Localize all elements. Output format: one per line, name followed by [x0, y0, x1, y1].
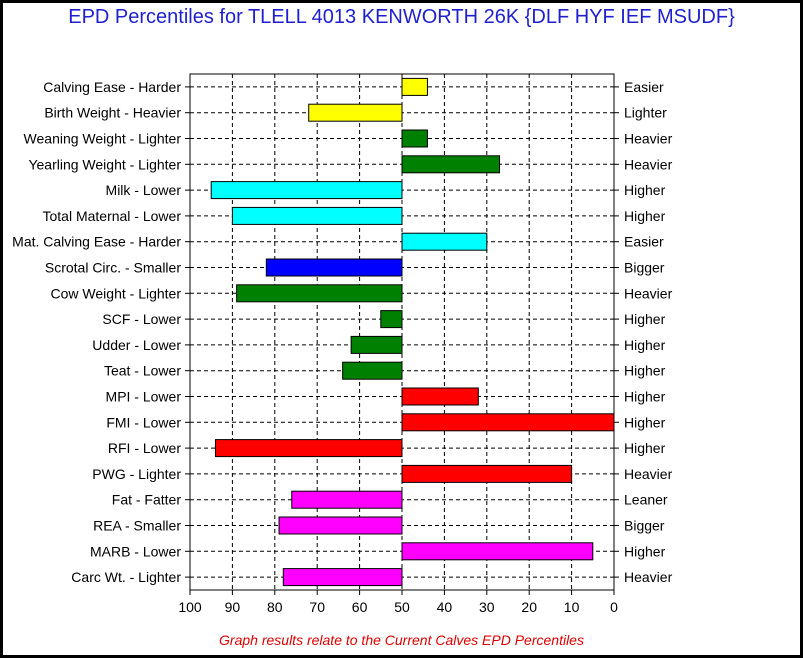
bar: [380, 310, 403, 329]
trait-label-left: MPI - Lower: [106, 389, 182, 405]
trait-label-right: Higher: [624, 414, 666, 430]
trait-label-right: Higher: [624, 208, 666, 224]
trait-label-right: Higher: [624, 363, 666, 379]
trait-label-right: Bigger: [624, 260, 665, 276]
bar: [401, 129, 428, 148]
trait-label-left: Total Maternal - Lower: [42, 208, 181, 224]
chart-title: EPD Percentiles for TLELL 4013 KENWORTH …: [68, 6, 735, 28]
bar: [401, 232, 488, 251]
bar: [401, 542, 594, 561]
bar: [401, 155, 501, 174]
trait-label-right: Higher: [624, 389, 666, 405]
trait-label-right: Heavier: [624, 569, 673, 585]
trait-label-left: Fat - Fatter: [112, 492, 182, 508]
x-tick-label: 90: [225, 599, 241, 615]
x-tick-label: 80: [267, 599, 283, 615]
bar: [350, 335, 403, 354]
bar: [282, 568, 403, 587]
bar: [401, 77, 428, 96]
trait-label-right: Heavier: [624, 285, 673, 301]
trait-label-right: Higher: [624, 440, 666, 456]
trait-label-left: Carc Wt. - Lighter: [71, 569, 181, 585]
trait-label-right: Bigger: [624, 518, 665, 534]
trait-label-right: Higher: [624, 182, 666, 198]
trait-label-left: FMI - Lower: [106, 414, 181, 430]
bar: [214, 439, 403, 458]
bar: [308, 103, 403, 122]
x-tick-label: 70: [309, 599, 325, 615]
bar: [401, 387, 479, 406]
trait-label-right: Easier: [624, 79, 664, 95]
bar: [342, 361, 403, 380]
bar: [401, 464, 573, 483]
bar: [265, 258, 403, 277]
grid-lines: [190, 74, 614, 590]
x-tick-label: 100: [178, 599, 202, 615]
trait-label-left: Udder - Lower: [92, 337, 181, 353]
trait-label-left: Cow Weight - Lighter: [51, 285, 182, 301]
bar: [210, 181, 403, 200]
trait-label-right: Heavier: [624, 466, 673, 482]
bar: [231, 206, 403, 225]
trait-label-right: Lighter: [624, 105, 667, 121]
trait-label-right: Heavier: [624, 156, 673, 172]
trait-label-left: Milk - Lower: [106, 182, 182, 198]
trait-labels: Calving Ease - Harder Easier Birth Weight …: [12, 79, 672, 585]
trait-label-right: Leaner: [624, 492, 668, 508]
trait-label-left: Scrotal Circ. - Smaller: [45, 260, 181, 276]
trait-label-left: Calving Ease - Harder: [43, 79, 181, 95]
bar: [278, 516, 403, 535]
trait-label-left: RFI - Lower: [108, 440, 181, 456]
trait-label-left: MARB - Lower: [90, 543, 181, 559]
trait-label-right: Easier: [624, 234, 664, 250]
x-tick-label: 10: [564, 599, 580, 615]
bars: [210, 77, 615, 587]
trait-label-right: Higher: [624, 311, 666, 327]
trait-label-left: PWG - Lighter: [92, 466, 181, 482]
trait-label-right: Higher: [624, 543, 666, 559]
trait-label-right: Heavier: [624, 131, 673, 147]
trait-label-left: REA - Smaller: [93, 518, 181, 534]
x-tick-label: 40: [437, 599, 453, 615]
trait-label-left: Birth Weight - Heavier: [44, 105, 181, 121]
trait-label-left: Mat. Calving Ease - Harder: [12, 234, 181, 250]
trait-label-left: Yearling Weight - Lighter: [28, 156, 181, 172]
bar: [291, 490, 403, 509]
x-axis-ticks: 100 90 80 70 60 50 40 30 20 10 0: [178, 86, 619, 615]
trait-label-left: SCF - Lower: [102, 311, 181, 327]
x-tick-label: 60: [352, 599, 368, 615]
x-tick-label: 20: [521, 599, 537, 615]
trait-label-left: Teat - Lower: [104, 363, 181, 379]
chart-footnote: Graph results relate to the Current Calv…: [219, 632, 584, 648]
bar: [401, 413, 615, 432]
bar: [236, 284, 403, 303]
x-tick-label: 50: [394, 599, 410, 615]
x-tick-label: 30: [479, 599, 495, 615]
trait-label-right: Higher: [624, 337, 666, 353]
trait-label-left: Weaning Weight - Lighter: [24, 131, 182, 147]
x-tick-label: 0: [610, 599, 618, 615]
